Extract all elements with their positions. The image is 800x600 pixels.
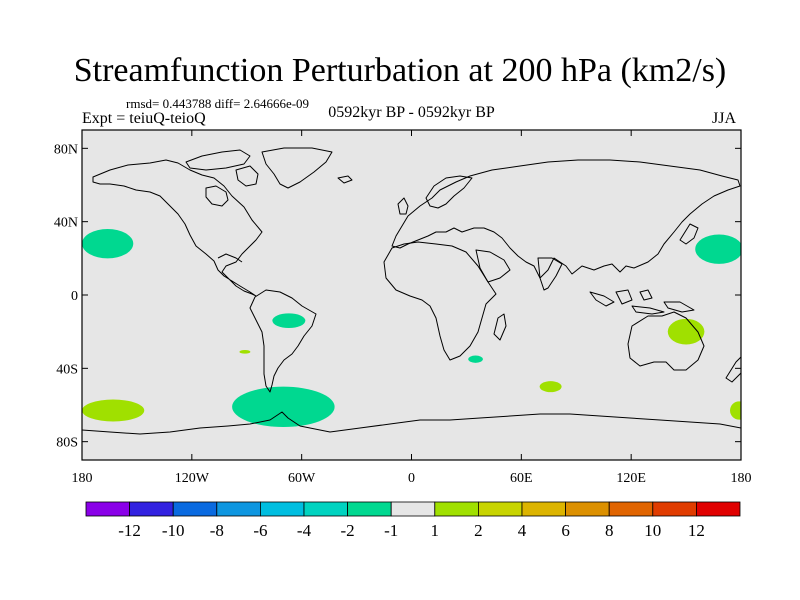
coast-africa bbox=[383, 241, 497, 361]
colorbar: -12 -10 -8 -6 -4 -2 -1 1 2 4 6 8 10 12 bbox=[85, 501, 741, 540]
coast-hudson-bay bbox=[205, 185, 229, 207]
colorbar-swatch bbox=[696, 501, 741, 517]
colorbar-swatch bbox=[390, 501, 436, 517]
colorbar-swatch bbox=[521, 501, 566, 517]
coast-india bbox=[537, 257, 563, 291]
colorbar-swatch bbox=[85, 501, 130, 517]
colorbar-label: -10 bbox=[162, 521, 185, 540]
colorbar-label: 6 bbox=[561, 521, 570, 540]
drake-passage-negative bbox=[232, 386, 335, 428]
x-tick-label: 120E bbox=[616, 471, 646, 486]
coast-japan bbox=[679, 223, 699, 245]
coast-scandinavia bbox=[425, 175, 473, 209]
coast-arctic-islands bbox=[185, 149, 251, 171]
coast-madagascar bbox=[493, 313, 507, 341]
season-label: JJA bbox=[712, 110, 737, 127]
x-tick-label: 180 bbox=[72, 471, 93, 486]
colorbar-label: -1 bbox=[384, 521, 398, 540]
southeast-pacific-edge-positive bbox=[730, 401, 741, 420]
central-pacific-north-negative bbox=[82, 229, 134, 259]
southwest-pacific-positive bbox=[82, 399, 145, 422]
map-axes: 80N 40N 0 40S 80S 180 120W 60W 0 60E 120E 180 bbox=[54, 130, 752, 486]
colorbar-swatch bbox=[652, 501, 697, 517]
colorbar-swatch bbox=[477, 501, 523, 517]
anomaly-contours bbox=[82, 229, 741, 428]
coast-greenland bbox=[261, 147, 333, 189]
coastlines bbox=[82, 147, 741, 435]
coast-australia bbox=[627, 311, 705, 371]
colorbar-swatch bbox=[129, 501, 174, 517]
colorbar-label: -6 bbox=[253, 521, 267, 540]
coast-south-america bbox=[249, 289, 317, 393]
colorbar-swatch bbox=[434, 501, 479, 517]
coast-gulf-mexico bbox=[217, 253, 243, 263]
coast-eurasia bbox=[391, 159, 741, 279]
colorbar-label: 4 bbox=[518, 521, 527, 540]
colorbar-swatch bbox=[303, 501, 348, 517]
x-tick-label: 120W bbox=[175, 471, 210, 486]
map-background bbox=[82, 130, 741, 460]
x-tick-label: 60E bbox=[510, 471, 533, 486]
south-america-negative bbox=[272, 313, 306, 328]
plot-title: Streamfunction Perturbation at 200 hPa (… bbox=[73, 52, 727, 89]
colorbar-swatch bbox=[216, 501, 261, 517]
coast-north-america bbox=[92, 159, 263, 297]
coast-new-zealand bbox=[725, 356, 741, 383]
colorbar-label: 2 bbox=[474, 521, 483, 540]
colorbar-label: 8 bbox=[605, 521, 614, 540]
colorbar-label: -12 bbox=[118, 521, 141, 540]
colorbar-label: -8 bbox=[210, 521, 224, 540]
experiment-label: Expt = teiuQ-teioQ bbox=[82, 110, 206, 127]
coast-baffin bbox=[235, 165, 259, 187]
colorbar-swatch bbox=[172, 501, 218, 517]
colorbar-label: 10 bbox=[644, 521, 661, 540]
colorbar-swatch bbox=[347, 501, 392, 517]
colorbar-swatch bbox=[608, 501, 654, 517]
australia-positive bbox=[667, 318, 705, 345]
y-tick-label: 0 bbox=[71, 289, 78, 304]
period-label: 0592kyr BP - 0592kyr BP bbox=[328, 104, 495, 121]
colorbar-label: -4 bbox=[297, 521, 312, 540]
western-pacific-north-negative bbox=[695, 234, 741, 264]
south-indian-small-negative bbox=[468, 355, 483, 363]
y-tick-label: 80N bbox=[54, 142, 78, 157]
coast-iceland bbox=[337, 175, 353, 184]
colorbar-swatch bbox=[259, 501, 305, 517]
coast-indonesia bbox=[589, 289, 665, 315]
rmsd-diff-stats: rmsd= 0.443788 diff= 2.64666e-09 bbox=[126, 96, 310, 111]
southeast-pacific-small-negative bbox=[239, 350, 251, 354]
y-tick-label: 40S bbox=[56, 362, 78, 377]
x-tick-label: 60W bbox=[288, 471, 316, 486]
coast-antarctica bbox=[82, 411, 741, 435]
coast-new-guinea bbox=[663, 301, 695, 313]
y-tick-label: 40N bbox=[54, 216, 78, 231]
colorbar-label: 1 bbox=[431, 521, 440, 540]
colorbar-label: 12 bbox=[688, 521, 705, 540]
coast-arabia bbox=[475, 249, 511, 283]
x-tick-label: 0 bbox=[408, 471, 415, 486]
coast-britain bbox=[397, 197, 409, 215]
south-indian-positive bbox=[539, 381, 562, 393]
y-tick-label: 80S bbox=[56, 436, 78, 451]
colorbar-swatch bbox=[565, 501, 610, 517]
x-tick-label: 180 bbox=[731, 471, 752, 486]
colorbar-label: -2 bbox=[341, 521, 355, 540]
